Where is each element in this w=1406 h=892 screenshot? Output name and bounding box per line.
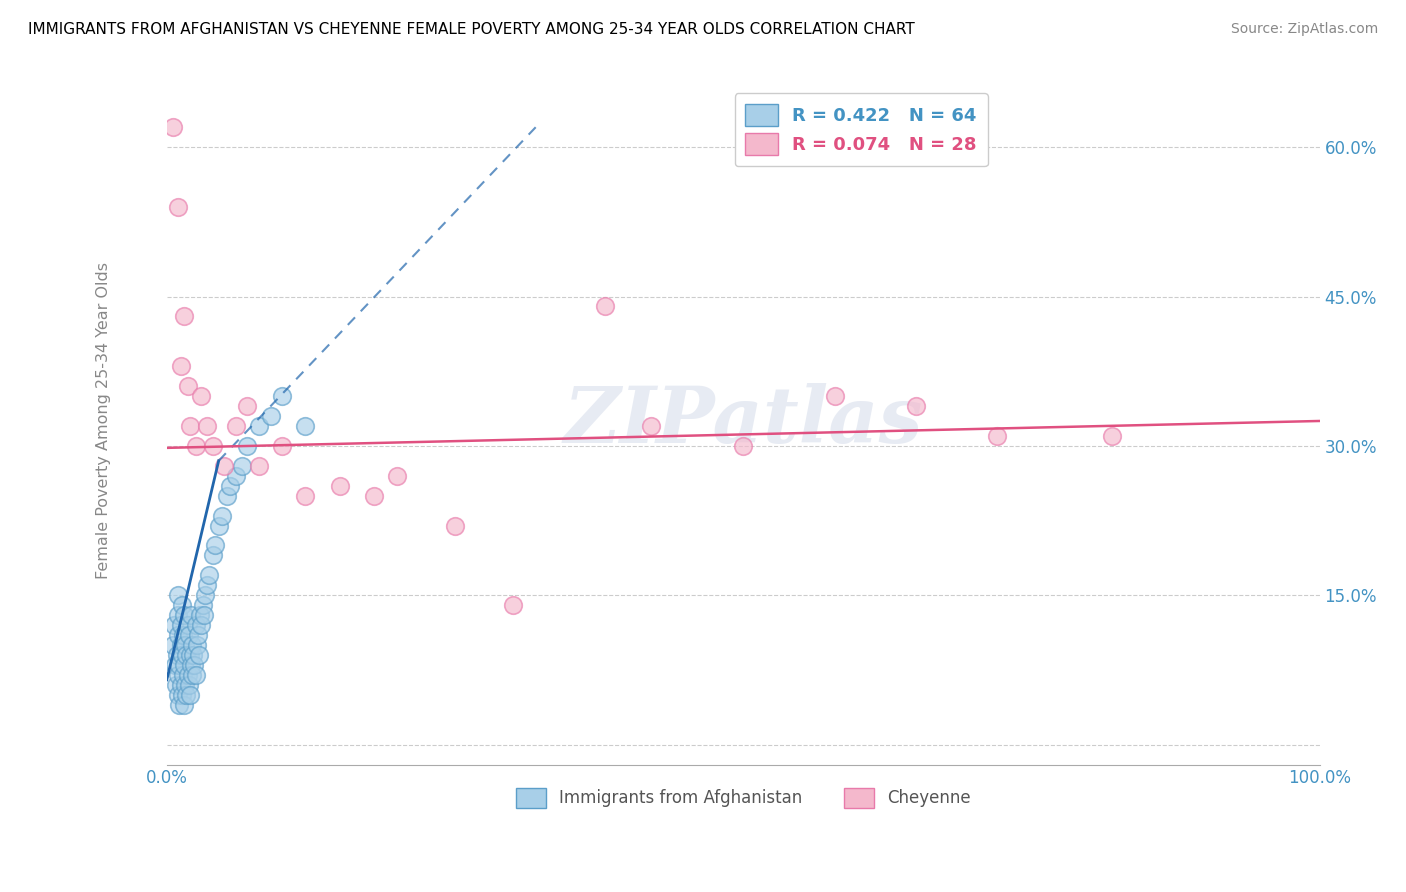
- Point: [824, 389, 846, 403]
- Point: [169, 359, 191, 374]
- Point: [188, 608, 211, 623]
- Point: [167, 608, 190, 623]
- Point: [184, 618, 207, 632]
- Point: [176, 668, 198, 682]
- Point: [201, 549, 224, 563]
- Point: [247, 458, 270, 473]
- Text: IMMIGRANTS FROM AFGHANISTAN VS CHEYENNE FEMALE POVERTY AMONG 25-34 YEAR OLDS COR: IMMIGRANTS FROM AFGHANISTAN VS CHEYENNE …: [28, 22, 915, 37]
- Point: [166, 648, 188, 662]
- Point: [167, 688, 190, 702]
- Point: [176, 618, 198, 632]
- Point: [188, 648, 211, 662]
- Text: Female Poverty Among 25-34 Year Olds: Female Poverty Among 25-34 Year Olds: [96, 262, 111, 580]
- Point: [215, 489, 238, 503]
- Point: [167, 588, 190, 602]
- Point: [986, 429, 1008, 443]
- Point: [179, 648, 201, 662]
- Point: [169, 638, 191, 652]
- Point: [444, 518, 467, 533]
- Point: [167, 200, 190, 214]
- Point: [195, 578, 218, 592]
- Point: [236, 399, 259, 413]
- Point: [294, 489, 316, 503]
- Point: [186, 638, 208, 652]
- Point: [184, 668, 207, 682]
- Point: [176, 648, 198, 662]
- Point: [219, 479, 242, 493]
- Point: [211, 508, 233, 523]
- Point: [183, 657, 205, 672]
- Point: [169, 698, 191, 712]
- Point: [174, 678, 197, 692]
- Point: [170, 688, 193, 702]
- Point: [179, 688, 201, 702]
- Point: [198, 568, 221, 582]
- Point: [271, 439, 294, 453]
- Point: [163, 618, 186, 632]
- Point: [593, 300, 616, 314]
- Point: [191, 598, 214, 612]
- Point: [181, 668, 204, 682]
- Point: [163, 657, 186, 672]
- Point: [180, 608, 202, 623]
- Point: [174, 638, 197, 652]
- Point: [173, 608, 195, 623]
- Point: [190, 389, 212, 403]
- Point: [177, 628, 200, 642]
- Point: [170, 598, 193, 612]
- Point: [271, 389, 294, 403]
- Point: [172, 628, 194, 642]
- Point: [162, 120, 184, 135]
- Point: [169, 678, 191, 692]
- Point: [179, 419, 201, 434]
- Point: [184, 439, 207, 453]
- Point: [363, 489, 385, 503]
- Point: [225, 468, 247, 483]
- Point: [165, 678, 187, 692]
- Point: [733, 439, 755, 453]
- Point: [173, 657, 195, 672]
- Point: [294, 419, 316, 434]
- Point: [181, 648, 204, 662]
- Point: [236, 439, 259, 453]
- Point: [905, 399, 928, 413]
- Point: [247, 419, 270, 434]
- Text: Source: ZipAtlas.com: Source: ZipAtlas.com: [1230, 22, 1378, 37]
- Point: [190, 618, 212, 632]
- Point: [169, 618, 191, 632]
- Point: [214, 458, 236, 473]
- Point: [208, 518, 231, 533]
- Point: [195, 419, 218, 434]
- Point: [181, 638, 204, 652]
- Point: [201, 439, 224, 453]
- Point: [167, 668, 190, 682]
- Point: [259, 409, 281, 423]
- Point: [329, 479, 352, 493]
- Point: [640, 419, 662, 434]
- Point: [173, 310, 195, 324]
- Point: [176, 379, 198, 393]
- Point: [167, 628, 190, 642]
- Point: [162, 638, 184, 652]
- Point: [173, 698, 195, 712]
- Point: [169, 657, 191, 672]
- Point: [225, 419, 247, 434]
- Point: [1101, 429, 1123, 443]
- Point: [176, 688, 198, 702]
- Text: ZIPatlas: ZIPatlas: [564, 383, 922, 459]
- Point: [194, 588, 217, 602]
- Point: [177, 678, 200, 692]
- Point: [387, 468, 409, 483]
- Point: [180, 657, 202, 672]
- Point: [193, 608, 215, 623]
- Point: [502, 598, 524, 612]
- Legend: Immigrants from Afghanistan, Cheyenne: Immigrants from Afghanistan, Cheyenne: [509, 780, 977, 814]
- Point: [172, 668, 194, 682]
- Point: [187, 628, 209, 642]
- Point: [204, 538, 226, 552]
- Point: [170, 648, 193, 662]
- Point: [231, 458, 253, 473]
